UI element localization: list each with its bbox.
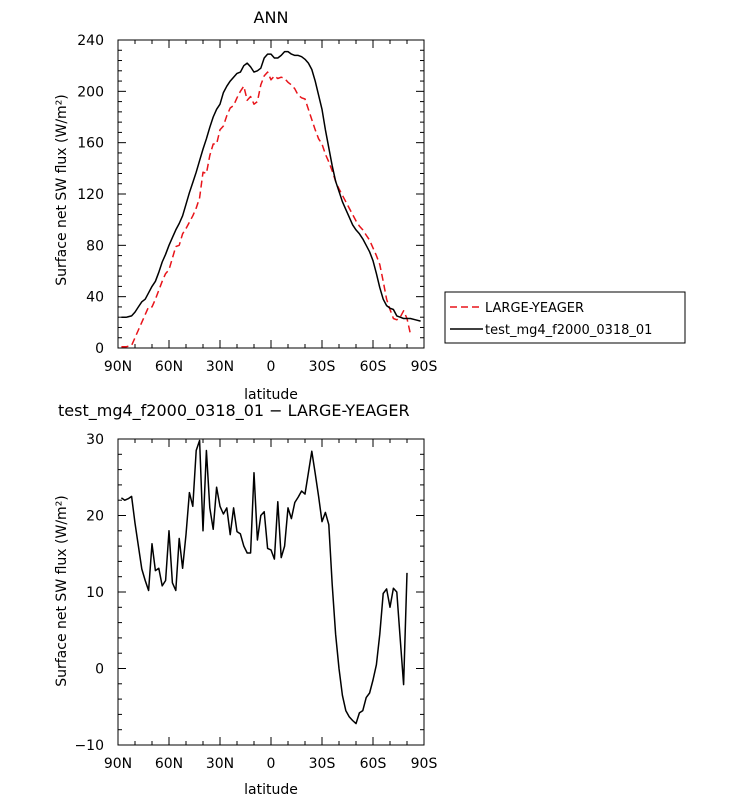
top-chart: ANN 90N 60N 30N 0 30S 60S 90S 0 40 80 120 160 200 240… [54, 8, 437, 403]
bottom-chart-x-tick-label: 30N [206, 756, 234, 772]
bottom-chart-x-tick-label: 90N [104, 756, 132, 772]
top-chart-title: ANN [254, 8, 289, 27]
top-chart-plot-area: 90N 60N 30N 0 30S 60S 90S 0 40 80 120 160 200 240 [77, 33, 437, 375]
bottom-chart-y-axis-label: Surface net SW flux (W/m²) [54, 495, 70, 687]
legend-label-large-yeager: LARGE-YEAGER [485, 301, 584, 316]
bottom-chart-y-tick-label: 0 [95, 662, 104, 678]
bottom-chart-y-tick-label: 20 [86, 509, 104, 525]
bottom-chart-x-tick-label: 0 [267, 756, 276, 772]
top-chart-series-line-test-mg4-f2000-0318-01 [121, 50, 421, 322]
bottom-chart-y-tick-label: 30 [86, 432, 104, 448]
bottom-chart-x-tick-label: 30S [309, 756, 336, 772]
top-chart-series-line-large-yeager [121, 71, 412, 348]
top-chart-y-axis-label: Surface net SW flux (W/m²) [54, 94, 70, 286]
bottom-chart-x-tick-label: 60S [360, 756, 387, 772]
bottom-chart: test_mg4_f2000_0318_01 − LARGE-YEAGER 90… [54, 401, 437, 798]
top-chart-frame [117, 39, 425, 349]
top-chart-y-tick-label: 80 [86, 238, 104, 254]
legend-label-test-mg4: test_mg4_f2000_0318_01 [485, 323, 652, 338]
top-chart-y-tick-label: 160 [77, 136, 104, 152]
top-chart-x-tick-label: 30S [309, 359, 336, 375]
legend-box [444, 291, 686, 344]
top-chart-x-tick-label: 60S [360, 359, 387, 375]
bottom-chart-y-tick-label: −10 [74, 738, 104, 754]
bottom-chart-title: test_mg4_f2000_0318_01 − LARGE-YEAGER [58, 401, 410, 421]
top-chart-y-tick-label: 40 [86, 290, 104, 306]
legend-entry-large-yeager: LARGE-YEAGER [450, 301, 584, 316]
top-chart-y-tick-label: 240 [77, 33, 104, 49]
top-chart-x-tick-label: 90S [411, 359, 438, 375]
bottom-chart-series-line-0 [120, 439, 408, 725]
bottom-chart-plot-area: 90N 60N 30N 0 30S 60S 90S −10 0 10 20 30 [74, 432, 437, 772]
top-chart-x-axis-label: latitude [244, 387, 298, 403]
bottom-chart-frame [117, 438, 425, 746]
top-chart-y-tick-label: 0 [95, 341, 104, 357]
top-chart-y-tick-label: 120 [77, 187, 104, 203]
bottom-chart-x-tick-label: 60N [155, 756, 183, 772]
top-chart-y-tick-label: 200 [77, 84, 104, 100]
bottom-chart-x-axis-label: latitude [244, 782, 298, 798]
bottom-chart-x-tick-label: 90S [411, 756, 438, 772]
legend: LARGE-YEAGER test_mg4_f2000_0318_01 [444, 291, 686, 344]
top-chart-x-tick-label: 30N [206, 359, 234, 375]
top-chart-x-tick-label: 90N [104, 359, 132, 375]
legend-entry-test-mg4: test_mg4_f2000_0318_01 [450, 323, 652, 338]
bottom-chart-y-tick-label: 10 [86, 585, 104, 601]
top-chart-x-tick-label: 60N [155, 359, 183, 375]
top-chart-x-tick-label: 0 [267, 359, 276, 375]
